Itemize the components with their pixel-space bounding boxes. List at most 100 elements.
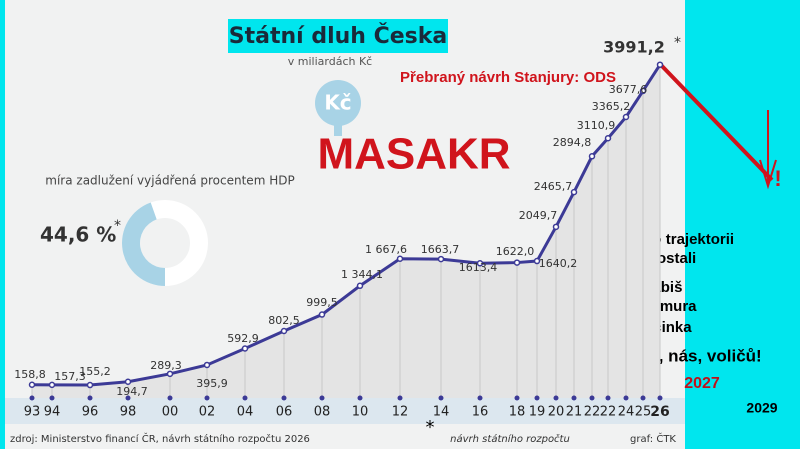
x-tick-label: 16 [472,405,489,420]
value-asterisk: * [674,35,681,51]
subtitle: v miliardách Kč [288,55,372,68]
value-label: 1 667,6 [365,243,407,256]
down-arrow-head [759,159,777,190]
credit: graf: ČTK [630,432,676,445]
x-tick [167,395,173,401]
point [356,282,364,290]
value-label: 1663,7 [421,243,460,256]
x-tick [534,395,540,401]
value-label: 999,5 [306,296,338,309]
x-tick-label: 25 [635,405,652,420]
point [552,223,560,231]
year: 2029 [746,400,777,416]
x-tick [281,395,287,401]
shout: MASAKR [317,130,510,179]
x-tick [640,395,646,401]
x-tick-label: 22 [600,405,617,420]
point [241,345,249,352]
value-label: 395,9 [196,377,228,390]
x-tick-label: 06 [276,405,293,420]
x-tick [589,395,595,401]
x-tick-label: 22 [584,405,601,420]
ratio-asterisk: * [114,218,121,234]
year: 2027 [684,375,720,392]
x-tick-label: 19 [529,405,546,420]
x-tick-label: 26 [650,404,669,420]
value-label: 2049,7 [519,209,558,222]
icon-circle [315,80,361,126]
chart-title: Státní dluh Česka [229,23,448,49]
x-tick-label: 96 [82,405,99,420]
x-tick [477,395,483,401]
point [588,153,596,160]
point [604,134,612,142]
point [124,378,132,385]
x-tick-label: 24 [618,405,635,420]
x-tick [571,395,577,401]
area [32,64,660,398]
trend-arrow [658,62,774,182]
value-label: 3110,9 [577,119,616,132]
value-label: 3677,6 [609,83,648,96]
x-tick [49,395,55,401]
point [533,257,541,265]
x-tick-label: 21 [566,405,583,420]
point [570,188,578,196]
ratio-label: 44,6 % [40,223,116,247]
value-label: 289,3 [150,359,182,372]
donut-slice [122,202,165,286]
ratio-title: míra zadlužení vyjádřená procentem HDP [45,174,294,188]
x-tick [605,395,611,401]
x-tick [438,395,444,401]
x-tick-label: 00 [162,405,179,420]
icon-stem [334,124,342,136]
value-label: 3991,2 [603,38,665,57]
x-tick-label: 94 [44,405,61,420]
x-tick-label: 10 [352,405,369,420]
x-tick [87,395,93,401]
source-note: návrh státního rozpočtu [450,433,570,445]
point [166,370,174,378]
x-tick [204,395,210,401]
x-tick [657,395,663,401]
value-label: 592,9 [227,332,259,345]
x-tick [125,395,131,401]
x-tick-label: 02 [199,405,216,420]
x-tick-label: 04 [237,405,254,420]
x-tick [623,395,629,401]
x-tick-label: 08 [314,405,331,420]
point [86,381,94,389]
line [31,63,662,387]
point [48,381,56,389]
point [639,87,647,95]
point [280,327,288,335]
x-tick-label: 98 [120,405,137,420]
x-tick-label: 93 [24,405,41,420]
value-label: 3365,2 [592,100,631,113]
source: zdroj: Ministerstvo financí ČR, návrh st… [10,432,310,445]
x-tick [514,395,520,401]
value-label: 802,5 [268,314,300,327]
x-tick-label: 12 [392,405,409,420]
value-label: 1613,4 [459,261,498,274]
value-label: 1622,0 [496,245,535,258]
icon-label: Kč [324,91,351,115]
point [476,260,484,267]
x-tick [553,395,559,401]
point [622,113,630,121]
x-tick-label: 14 [433,405,450,420]
point [203,361,211,369]
value-label: 158,8 [14,368,46,381]
value-label: 194,7 [116,385,148,398]
value-label: 155,2 [79,365,111,378]
title-box [228,19,448,53]
axis-band [5,398,685,424]
x-tick [29,395,35,401]
exclaim: ! [774,166,781,191]
value-label: 1 344,1 [341,268,383,281]
x-tick [319,395,325,401]
point [28,381,36,388]
point [437,255,445,263]
point [396,255,404,263]
